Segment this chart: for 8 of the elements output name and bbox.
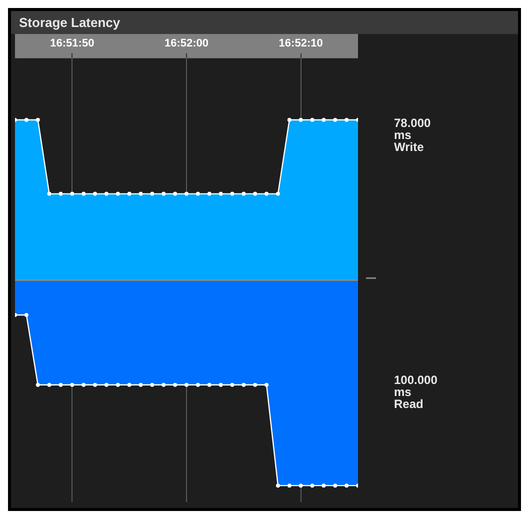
chart-title: Storage Latency [11,11,518,34]
text: 100.000 ms [394,373,438,400]
x-tick-label: 16:52:00 [164,38,209,50]
text: Write [394,140,424,154]
x-tick-label: 16:52:10 [278,38,323,50]
text: 78.000 ms [394,116,432,142]
x-tick-label: 16:51:50 [50,38,94,50]
text: Read [394,397,424,412]
